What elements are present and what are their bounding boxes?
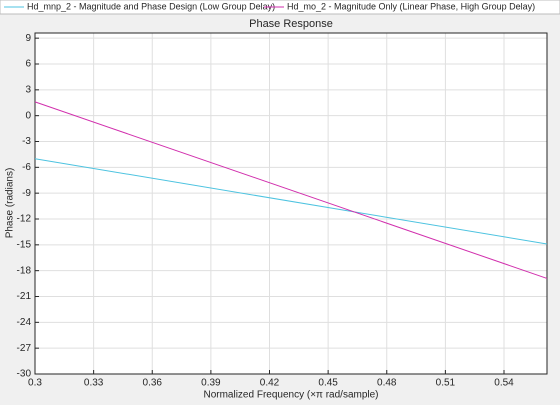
y-tick-label: -9 xyxy=(22,188,31,199)
series-line xyxy=(34,101,548,279)
x-tick-label: 0.3 xyxy=(28,378,42,389)
x-axis-label: Normalized Frequency (×π rad/sample) xyxy=(203,390,378,401)
x-tick-label: 0.54 xyxy=(494,378,514,389)
x-tick-label: 0.45 xyxy=(318,378,338,389)
y-tick-label: -30 xyxy=(17,369,32,380)
y-axis-label: Phase (radians) xyxy=(5,168,16,239)
y-tick-label: 6 xyxy=(25,59,31,70)
series-line xyxy=(34,158,548,245)
x-tick-label: 0.33 xyxy=(84,378,104,389)
y-tick-label: -24 xyxy=(17,317,32,328)
x-tick-label: 0.48 xyxy=(377,378,397,389)
y-tick-label: 3 xyxy=(25,84,31,95)
y-tick-label: -27 xyxy=(17,343,32,354)
y-tick-label: -12 xyxy=(17,214,32,225)
x-tick-label: 0.51 xyxy=(436,378,456,389)
plot-area xyxy=(35,33,547,374)
y-tick-label: -18 xyxy=(17,265,32,276)
y-tick-label: -15 xyxy=(17,239,32,250)
x-tick-label: 0.39 xyxy=(201,378,221,389)
y-tick-label: -21 xyxy=(17,291,32,302)
plot-border xyxy=(34,32,548,375)
x-tick-label: 0.42 xyxy=(260,378,280,389)
legend-label: Hd_mo_2 - Magnitude Only (Linear Phase, … xyxy=(287,1,535,11)
chart-title: Phase Response xyxy=(249,18,333,30)
y-tick-label: 0 xyxy=(25,110,31,121)
x-tick-label: 0.36 xyxy=(143,378,163,389)
y-tick-label: -6 xyxy=(22,162,31,173)
y-tick-label: 9 xyxy=(25,33,31,44)
legend-label: Hd_mnp_2 - Magnitude and Phase Design (L… xyxy=(27,1,275,11)
y-tick-label: -3 xyxy=(22,136,31,147)
